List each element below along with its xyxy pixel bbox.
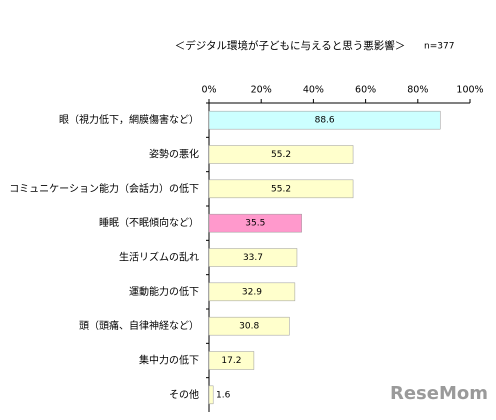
x-tick-label: 40% [303, 85, 324, 96]
data-label: 32.9 [242, 287, 262, 297]
x-tick-label: 60% [355, 85, 376, 96]
chart-subtitle: n=377 [424, 42, 454, 52]
data-label: 55.2 [271, 150, 291, 160]
data-label: 88.6 [315, 116, 335, 126]
bar [208, 248, 298, 267]
watermark: ReseMom [390, 383, 488, 404]
bar [208, 179, 354, 199]
x-tick-label: 20% [251, 85, 272, 96]
bar [208, 213, 302, 233]
data-label: 30.8 [239, 322, 259, 332]
bar [208, 282, 296, 302]
bar [208, 385, 214, 405]
data-label: 33.7 [243, 253, 263, 263]
y-tick-label: その他 [169, 388, 199, 401]
y-tick-label: 集中力の低下 [139, 354, 199, 367]
y-tick-label: 生活リズムの乱れ [119, 251, 199, 264]
x-tick-label: 100% [456, 85, 483, 96]
bar [208, 110, 441, 130]
y-tick-label: 運動能力の低下 [129, 285, 199, 298]
y-tick-label: 姿勢の悪化 [149, 148, 199, 161]
chart-title: ＜デジタル環境が子どもに与えると思う悪影響＞ [175, 39, 405, 52]
bar [208, 145, 354, 164]
data-label: 1.6 [216, 390, 231, 400]
bar [208, 316, 290, 336]
x-tick-label: 80% [407, 85, 428, 96]
y-tick-label: 睡眠（不眠傾向など） [99, 216, 199, 229]
data-label: 17.2 [221, 356, 241, 366]
bar [208, 351, 255, 370]
data-label: 35.5 [245, 219, 265, 229]
y-tick-label: 頭（頭痛、自律神経など） [79, 319, 199, 332]
x-tick-label: 0% [201, 85, 216, 96]
y-tick-label: コミュニケーション能力（会話力）の低下 [9, 182, 199, 195]
y-tick-label: 眼（視力低下，網膜傷害など） [59, 113, 199, 126]
data-label: 55.2 [271, 184, 291, 194]
